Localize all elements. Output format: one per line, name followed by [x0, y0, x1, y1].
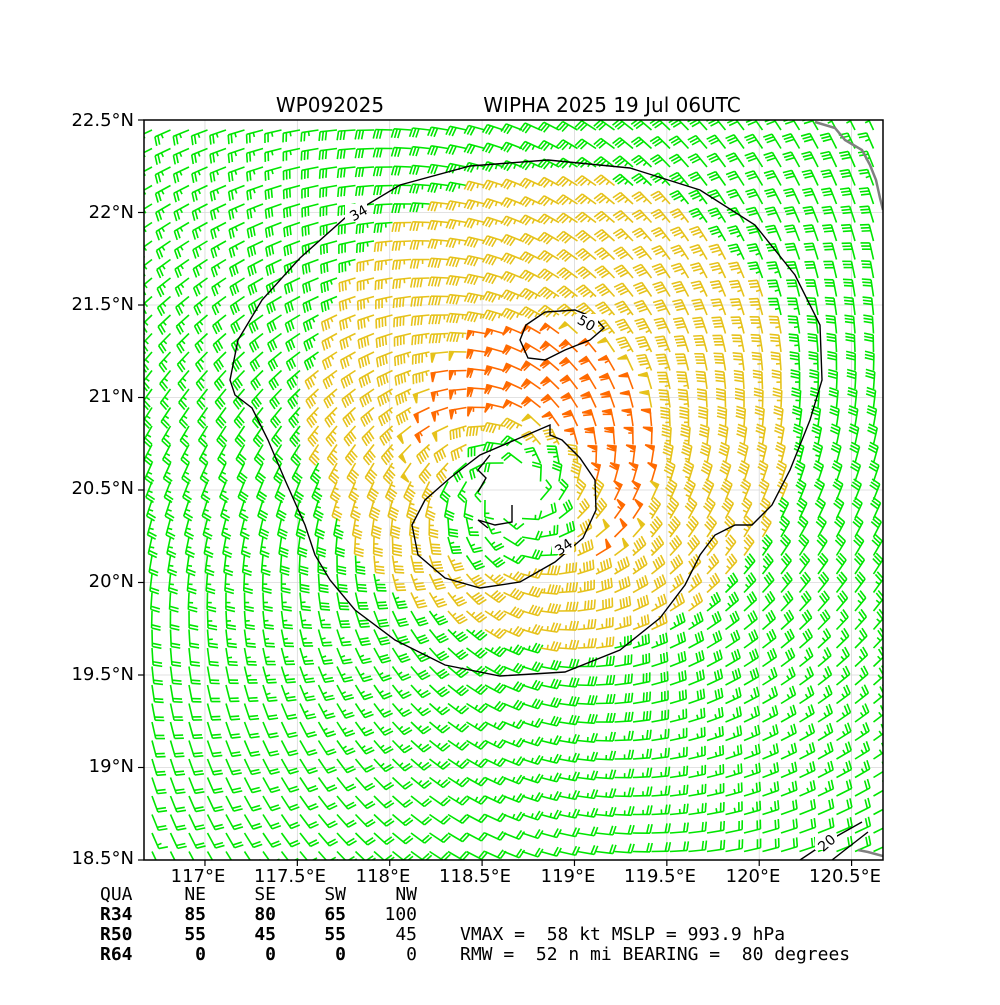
radii-r34-sw: 65: [324, 904, 346, 925]
radii-r50-nw: 45: [395, 924, 417, 945]
lon-label-120-5: 120.5°E: [809, 866, 881, 887]
radii-r34-nw: 100: [384, 904, 417, 925]
summary-rmw-bearing: RMW = 52 n mi BEARING = 80 degrees: [460, 944, 850, 965]
radii-r50-se: 45: [254, 924, 276, 945]
lat-label-19: 19°N: [89, 756, 134, 777]
radii-r50-sw: 55: [324, 924, 346, 945]
lon-label-118-5: 118.5°E: [439, 866, 511, 887]
lon-label-119-5: 119.5°E: [624, 866, 696, 887]
lat-label-19-5: 19.5°N: [71, 664, 134, 685]
storm-id-title: WP092025: [276, 93, 384, 117]
lat-label-20-5: 20.5°N: [71, 478, 134, 499]
radii-r64-label: R64: [100, 944, 133, 965]
lat-label-20: 20°N: [89, 571, 134, 592]
radii-header-sw: SW: [324, 884, 346, 905]
radii-header-nw: NW: [395, 884, 417, 905]
lat-label-18-5: 18.5°N: [71, 848, 134, 869]
radii-r50-ne: 55: [184, 924, 206, 945]
radii-r34-ne: 85: [184, 904, 206, 925]
lat-label-21: 21°N: [89, 386, 134, 407]
radii-r64-sw: 0: [335, 944, 346, 965]
storm-name-title: WIPHA 2025 19 Jul 06UTC: [483, 93, 740, 117]
radii-r34-label: R34: [100, 904, 133, 925]
radii-r50-label: R50: [100, 924, 133, 945]
radii-header-ne: NE: [184, 884, 206, 905]
radii-r64-ne: 0: [195, 944, 206, 965]
radii-header-qua: QUA: [100, 884, 133, 905]
lat-label-22-5: 22.5°N: [71, 110, 134, 131]
lon-label-119: 119°E: [541, 866, 596, 887]
radii-r64-se: 0: [265, 944, 276, 965]
radii-header-se: SE: [254, 884, 276, 905]
lat-label-22: 22°N: [89, 202, 134, 223]
summary-vmax-mslp: VMAX = 58 kt MSLP = 993.9 hPa: [460, 924, 785, 945]
lon-label-120: 120°E: [726, 866, 781, 887]
radii-r34-se: 80: [254, 904, 276, 925]
radii-r64-nw: 0: [406, 944, 417, 965]
lat-label-21-5: 21.5°N: [71, 294, 134, 315]
